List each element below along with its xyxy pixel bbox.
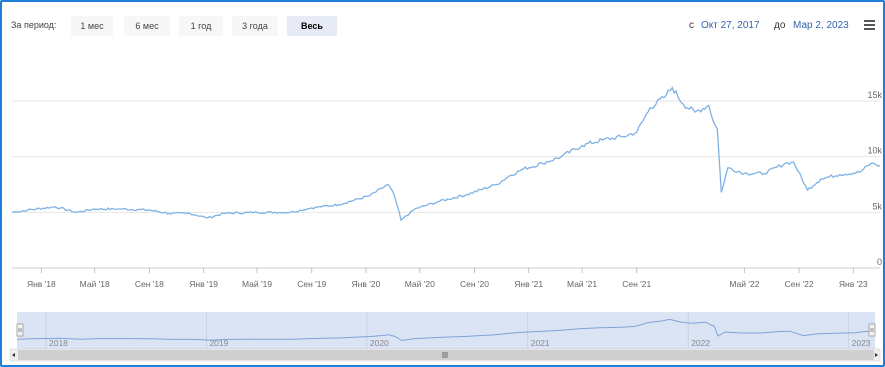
scroll-grip-icon [442, 352, 448, 358]
hamburger-menu-icon[interactable] [864, 20, 875, 30]
navigator-year-label: 2023 [852, 338, 871, 348]
navigator-window[interactable] [17, 312, 875, 349]
range-button-1y[interactable]: 1 год [179, 16, 223, 36]
y-tick-label: 5k [872, 201, 882, 211]
navigator-year-label: 2021 [531, 338, 550, 348]
x-tick-label: Сен '19 [297, 279, 326, 289]
y-tick-label: 15k [867, 90, 882, 100]
range-button-6m[interactable]: 6 мес [124, 16, 170, 36]
navigator-handle-left[interactable] [16, 323, 24, 337]
from-date-input[interactable]: Окт 27, 2017 [701, 20, 760, 31]
x-tick-label: Янв '18 [27, 279, 56, 289]
from-prefix: с [689, 20, 694, 31]
navigator-year-label: 2019 [209, 338, 228, 348]
arrow-left-icon[interactable] [12, 353, 15, 357]
range-button-3y[interactable]: 3 года [232, 16, 278, 36]
x-tick-label: Май '18 [80, 279, 110, 289]
period-label: За период: [11, 20, 57, 30]
range-button-1m[interactable]: 1 мес [71, 16, 113, 36]
x-tick-label: Сен '18 [135, 279, 164, 289]
navigator-handle-right[interactable] [868, 323, 876, 337]
navigator-year-label: 2022 [691, 338, 710, 348]
to-date-input[interactable]: Мар 2, 2023 [793, 20, 849, 31]
y-tick-label: 10k [867, 146, 882, 156]
x-tick-label: Май '20 [405, 279, 435, 289]
price-line [11, 86, 881, 222]
x-tick-label: Май '19 [242, 279, 272, 289]
x-tick-label: Янв '20 [352, 279, 381, 289]
scrollbar-thumb[interactable] [18, 350, 874, 360]
y-tick-label: 0 [877, 257, 882, 267]
range-button-all[interactable]: Весь [287, 16, 337, 36]
x-tick-label: Сен '20 [460, 279, 489, 289]
navigator-year-label: 2018 [49, 338, 68, 348]
x-tick-label: Янв '23 [839, 279, 868, 289]
x-tick-label: Сен '21 [622, 279, 651, 289]
arrow-right-icon[interactable] [875, 353, 878, 357]
x-tick-label: Янв '19 [189, 279, 218, 289]
x-tick-label: Янв '21 [514, 279, 543, 289]
range-toolbar: За период: 1 мес 6 мес 1 год 3 года Весь… [2, 2, 883, 36]
to-prefix: до [774, 20, 786, 31]
navigator-year-label: 2020 [370, 338, 389, 348]
x-tick-label: Май '21 [567, 279, 597, 289]
x-tick-label: Сен '22 [785, 279, 814, 289]
x-tick-label: Май '22 [729, 279, 759, 289]
navigator-line [16, 318, 876, 341]
